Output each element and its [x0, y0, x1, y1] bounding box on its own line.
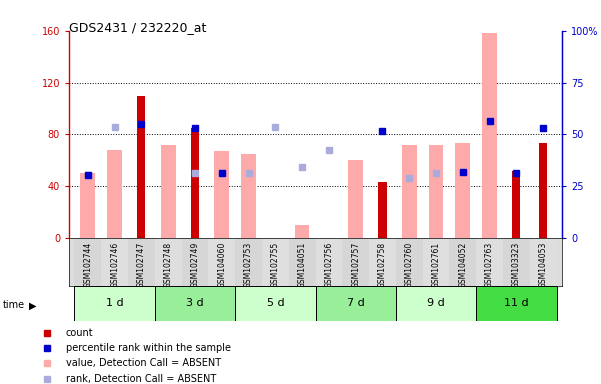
Bar	[288, 238, 316, 286]
Bar	[349, 161, 363, 238]
Bar	[241, 154, 256, 238]
Text: GSM102744: GSM102744	[84, 242, 93, 288]
Bar	[369, 238, 396, 286]
Text: GSM104051: GSM104051	[297, 242, 307, 288]
Text: GSM102760: GSM102760	[404, 242, 413, 288]
Text: 3 d: 3 d	[186, 298, 204, 308]
Text: percentile rank within the sample: percentile rank within the sample	[66, 343, 231, 353]
Text: GSM102747: GSM102747	[137, 242, 146, 288]
Text: GSM104053: GSM104053	[538, 242, 548, 288]
Text: GSM102753: GSM102753	[244, 242, 253, 288]
Bar	[423, 238, 450, 286]
Bar	[262, 238, 288, 286]
Text: GSM102756: GSM102756	[325, 242, 334, 288]
Text: GSM102746: GSM102746	[110, 242, 119, 288]
Bar	[108, 150, 122, 238]
Text: value, Detection Call = ABSENT: value, Detection Call = ABSENT	[66, 358, 221, 368]
Bar	[215, 151, 229, 238]
Bar	[343, 238, 369, 286]
Bar	[75, 238, 101, 286]
Bar	[316, 238, 343, 286]
Text: GSM102748: GSM102748	[163, 242, 172, 288]
Text: GDS2431 / 232220_at: GDS2431 / 232220_at	[69, 21, 207, 34]
Bar	[128, 238, 155, 286]
Bar	[155, 286, 235, 321]
Text: 5 d: 5 d	[266, 298, 284, 308]
Text: 7 d: 7 d	[347, 298, 365, 308]
Text: 11 d: 11 d	[504, 298, 529, 308]
Text: GSM102757: GSM102757	[351, 242, 360, 288]
Text: count: count	[66, 328, 94, 338]
Bar	[101, 238, 128, 286]
Text: GSM104052: GSM104052	[459, 242, 468, 288]
Bar	[456, 144, 470, 238]
Bar	[530, 238, 557, 286]
Bar	[450, 238, 476, 286]
Bar	[294, 225, 310, 238]
Text: GSM102763: GSM102763	[485, 242, 494, 288]
Text: time: time	[3, 300, 25, 310]
Bar	[512, 170, 520, 238]
Bar	[476, 286, 557, 321]
Bar	[429, 145, 444, 238]
Bar	[402, 145, 416, 238]
Bar	[539, 144, 548, 238]
Bar	[81, 173, 95, 238]
Text: ▶: ▶	[29, 300, 36, 310]
Bar	[75, 286, 155, 321]
Bar	[191, 128, 199, 238]
Bar	[182, 238, 209, 286]
Bar	[396, 238, 423, 286]
Text: 9 d: 9 d	[427, 298, 445, 308]
Text: 1 d: 1 d	[106, 298, 123, 308]
Text: GSM102761: GSM102761	[432, 242, 441, 288]
Text: rank, Detection Call = ABSENT: rank, Detection Call = ABSENT	[66, 374, 216, 384]
Bar	[209, 238, 235, 286]
Bar	[476, 238, 503, 286]
Text: GSM102749: GSM102749	[191, 242, 200, 288]
Bar	[379, 182, 386, 238]
Text: GSM102758: GSM102758	[378, 242, 387, 288]
Text: GSM103323: GSM103323	[512, 242, 521, 288]
Bar	[161, 145, 175, 238]
Bar	[235, 238, 262, 286]
Text: GSM102755: GSM102755	[271, 242, 280, 288]
Text: GSM104060: GSM104060	[218, 242, 227, 288]
Bar	[503, 238, 530, 286]
Bar	[138, 96, 145, 238]
Bar	[396, 286, 476, 321]
Bar	[316, 286, 396, 321]
Bar	[235, 286, 316, 321]
Bar	[155, 238, 182, 286]
Bar	[482, 33, 497, 238]
